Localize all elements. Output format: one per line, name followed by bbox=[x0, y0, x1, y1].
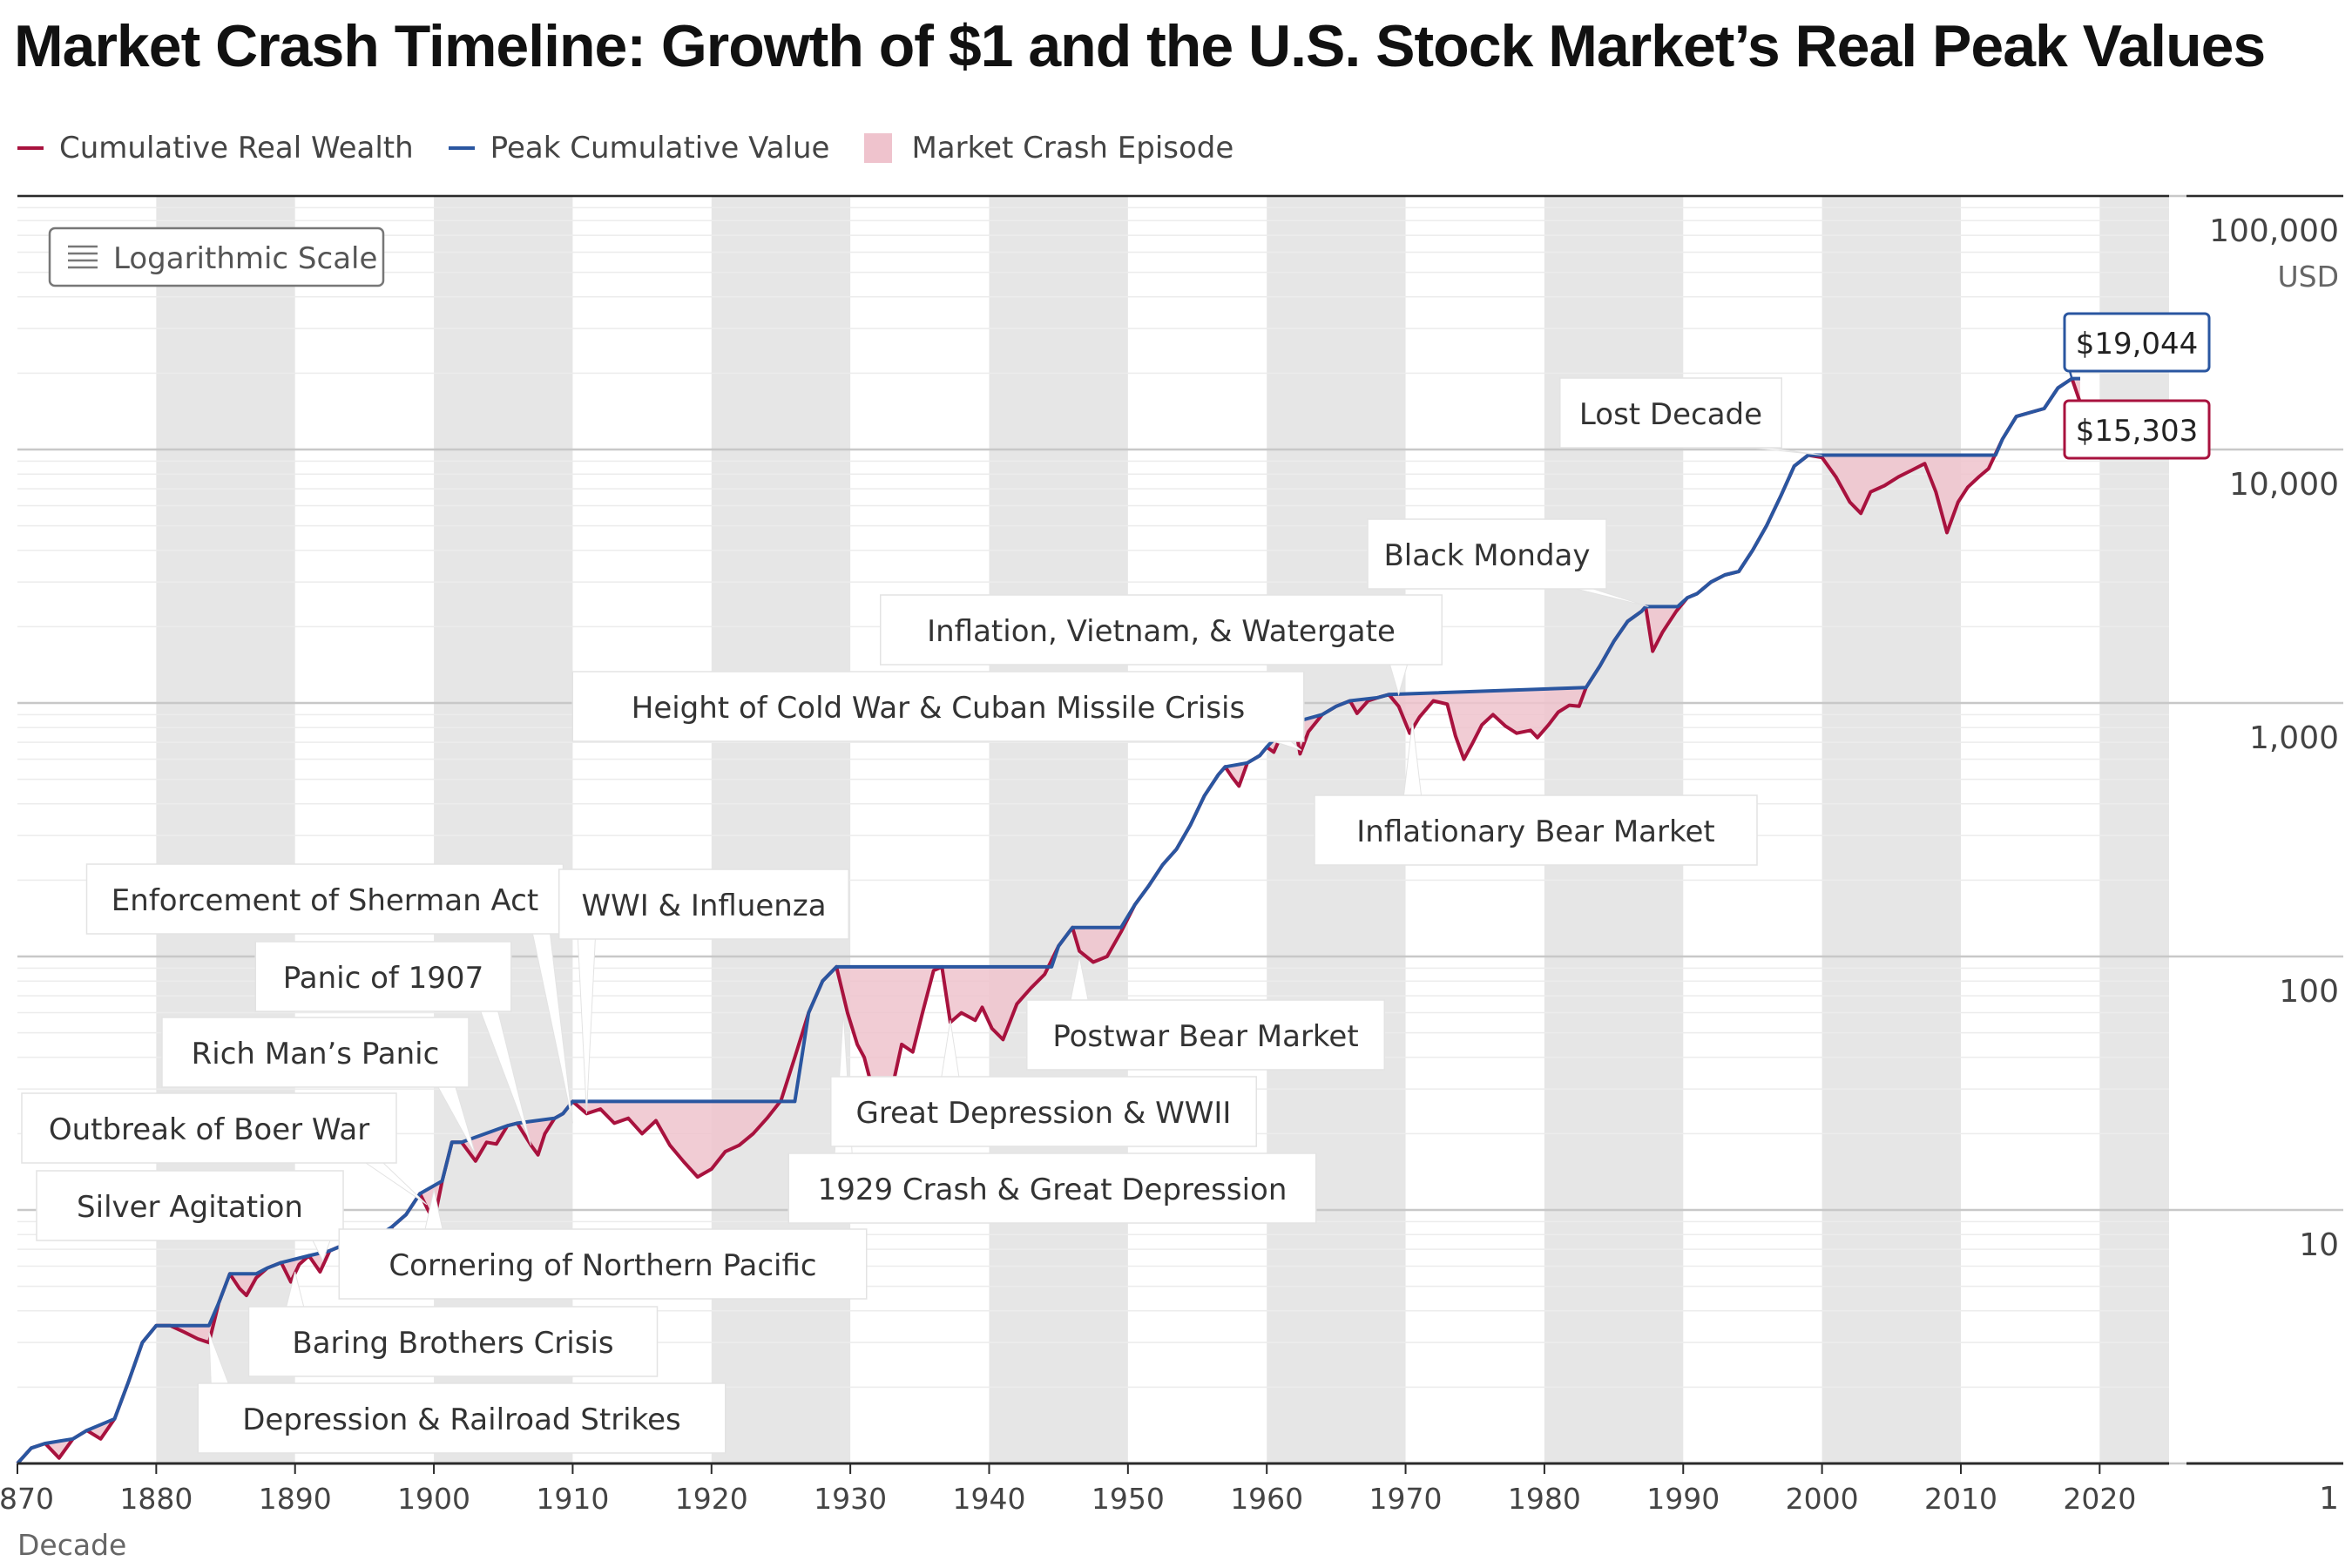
x-tick-label: 1950 bbox=[1092, 1482, 1165, 1516]
annotation-label: Outbreak of Boer War bbox=[49, 1112, 369, 1147]
annotation-pointer bbox=[364, 1162, 428, 1206]
annotation-box bbox=[247, 1306, 659, 1377]
x-tick-label: 2010 bbox=[1924, 1482, 1997, 1516]
x-tick-label: 2000 bbox=[1786, 1482, 1859, 1516]
annotation-label: Depression & Railroad Strikes bbox=[242, 1402, 681, 1437]
x-tick-label: 1960 bbox=[1230, 1482, 1303, 1516]
x-tick-label: 2020 bbox=[2063, 1482, 2136, 1516]
annotation-box bbox=[254, 941, 512, 1012]
annotation-label: Postwar Bear Market bbox=[1052, 1019, 1358, 1054]
legend-item-crash: Market Crash Episode bbox=[864, 131, 1233, 166]
legend-label-peak: Peak Cumulative Value bbox=[490, 131, 830, 166]
decade-band bbox=[156, 196, 295, 1463]
annotations: Depression & Railroad Strikes Baring Brot… bbox=[21, 377, 1822, 1454]
x-tick-label: 1930 bbox=[814, 1482, 887, 1516]
annotation-label: Lost Decade bbox=[1579, 397, 1762, 432]
legend-item-peak: Peak Cumulative Value bbox=[448, 131, 830, 166]
legend-swatch-peak bbox=[448, 146, 475, 150]
x-tick-label: 1970 bbox=[1369, 1482, 1443, 1516]
annotation-box bbox=[1026, 999, 1385, 1071]
annotation-label: Cornering of Northern Pacific bbox=[389, 1248, 816, 1283]
chart-ui: Logarithmic Scale $19,044 $15,303 bbox=[48, 226, 2211, 460]
y-tick-label: 10,000 bbox=[2229, 467, 2339, 503]
annotation-label: Height of Cold War & Cuban Missile Crisi… bbox=[632, 691, 1245, 726]
x-tick-label: 1920 bbox=[675, 1482, 748, 1516]
annotation-box bbox=[787, 1152, 1317, 1224]
x-axis-title: Decade bbox=[17, 1528, 126, 1562]
annotation-label: Baring Brothers Crisis bbox=[292, 1326, 613, 1361]
annotation-box bbox=[161, 1017, 470, 1088]
scale-badge-label: Logarithmic Scale bbox=[113, 241, 377, 276]
x-tick-label: 1900 bbox=[397, 1482, 470, 1516]
annotation-label: 1929 Crash & Great Depression bbox=[818, 1173, 1288, 1207]
end-label-peak: $19,044 bbox=[2076, 327, 2199, 362]
annotation-box bbox=[830, 1076, 1257, 1147]
crash-episode-area bbox=[17, 378, 2080, 1464]
annotation-pointer bbox=[1402, 720, 1423, 796]
annotation-box bbox=[338, 1228, 868, 1300]
y-tick-label: 1 bbox=[2319, 1481, 2339, 1517]
x-tick-label: 1890 bbox=[259, 1482, 332, 1516]
decade-band bbox=[2099, 196, 2169, 1463]
x-tick-label: 1910 bbox=[536, 1482, 609, 1516]
annotation-label: WWI & Influenza bbox=[581, 889, 826, 923]
legend-swatch-wealth bbox=[17, 146, 44, 150]
y-tick-label: 1,000 bbox=[2249, 720, 2339, 756]
chart-legend: Cumulative Real Wealth Peak Cumulative V… bbox=[17, 126, 1268, 170]
chart-title: Market Crash Timeline: Growth of $1 and … bbox=[14, 13, 2266, 79]
end-label-box-wealth bbox=[2063, 399, 2211, 460]
legend-item-wealth: Cumulative Real Wealth bbox=[17, 131, 414, 166]
annotation-label: Panic of 1907 bbox=[283, 961, 483, 996]
y-tick-label: 100 bbox=[2279, 974, 2339, 1010]
annotation-pointer bbox=[577, 938, 596, 1114]
y-tick-label: 10 bbox=[2299, 1227, 2339, 1263]
annotation-label: Enforcement of Sherman Act bbox=[112, 883, 538, 918]
x-tick-label: 1940 bbox=[952, 1482, 1025, 1516]
end-label-box-peak bbox=[2063, 312, 2211, 373]
annotation-label: Black Monday bbox=[1383, 538, 1590, 573]
annotation-box bbox=[558, 868, 849, 940]
x-tick-label: 1880 bbox=[119, 1482, 193, 1516]
legend-swatch-crash bbox=[864, 133, 893, 163]
annotation-box bbox=[21, 1092, 397, 1164]
decade-band bbox=[1821, 196, 1961, 1463]
annotation-box bbox=[36, 1170, 344, 1241]
annotation-box bbox=[571, 671, 1305, 742]
legend-label-crash: Market Crash Episode bbox=[911, 131, 1234, 166]
annotation-label: Inflationary Bear Market bbox=[1356, 814, 1714, 849]
decade-band bbox=[989, 196, 1128, 1463]
legend-label-wealth: Cumulative Real Wealth bbox=[59, 131, 414, 166]
y-tick-label: 100,000 bbox=[2209, 213, 2339, 249]
end-label-wealth: $15,303 bbox=[2076, 414, 2199, 449]
annotation-label: Silver Agitation bbox=[77, 1190, 303, 1225]
x-tick-label: 1870 bbox=[0, 1482, 54, 1516]
annotation-label: Rich Man’s Panic bbox=[192, 1037, 440, 1071]
x-tick-label: 1980 bbox=[1508, 1482, 1581, 1516]
annotation-box bbox=[880, 594, 1443, 666]
crash-area bbox=[17, 378, 2080, 1464]
annotation-label: Great Depression & WWII bbox=[856, 1096, 1232, 1131]
x-tick-label: 1990 bbox=[1646, 1482, 1720, 1516]
annotation-box bbox=[1367, 518, 1607, 590]
annotation-label: Inflation, Vietnam, & Watergate bbox=[927, 614, 1396, 649]
series-line-peak-cumulative-value bbox=[16, 376, 2080, 1465]
axes: 1870 1880 1890 1900 1910 1920 1930 1940 1950 1960… bbox=[0, 213, 2343, 1562]
y-axis-unit: USD bbox=[2277, 260, 2339, 294]
annotation-box bbox=[1314, 794, 1758, 866]
annotation-box bbox=[197, 1382, 727, 1454]
annotation-box bbox=[1559, 377, 1782, 449]
scale-badge bbox=[48, 226, 385, 287]
annotation-pointer bbox=[941, 1020, 960, 1078]
